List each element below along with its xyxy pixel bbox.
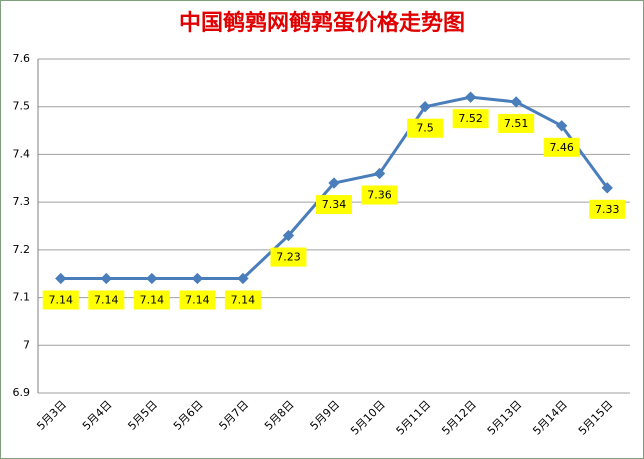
point [601,182,613,194]
data-label-bg [270,247,307,267]
data-label: 7.14 [224,290,261,310]
point [191,272,204,285]
point [373,167,386,180]
data-label-bg [361,185,398,205]
data-label-text: 7.14 [94,293,119,306]
y-tick-label: 7.5 [13,100,31,113]
point [55,272,67,285]
data-label: 7.52 [452,109,489,129]
data-label: 7.23 [270,247,307,267]
data-label-bg [589,199,626,219]
data-label-text: 7.51 [504,117,529,130]
data-label: 7.14 [42,290,79,310]
data-label-text: 7.52 [458,112,483,125]
data-label-text: 7.14 [140,293,165,306]
data-label-text: 7.14 [231,293,256,306]
data-label-bg [543,137,580,157]
data-label-text: 7.14 [49,293,74,306]
data-label-bg [452,109,489,129]
data-label-bg [224,290,261,310]
y-tick-label: 7.3 [13,195,31,208]
data-label-text: 7.23 [276,251,301,264]
data-label-bg [42,290,79,310]
data-label: 7.51 [498,113,535,133]
data-label-text: 7.46 [549,141,574,154]
y-tick-label: 7.4 [13,147,31,160]
data-label-bg [179,290,216,310]
data-label: 7.5 [407,118,444,138]
y-tick-label: 7.2 [13,243,31,256]
data-label: 7.14 [133,290,170,310]
point [282,229,295,242]
data-label-text: 7.14 [185,293,210,306]
y-tick-label: 7.1 [13,291,31,304]
data-label-text: 7.36 [367,189,392,202]
data-label: 7.36 [361,185,398,205]
data-label: 7.14 [179,290,216,310]
y-tick-label: 7 [23,338,30,351]
point [328,177,340,189]
data-label-bg [316,195,352,215]
data-label-bg [133,290,170,310]
data-label-text: 7.34 [322,198,347,211]
data-label-bg [88,290,125,310]
data-label: 7.46 [543,137,580,157]
data-label: 7.33 [589,199,626,219]
data-label: 7.34 [316,195,352,215]
data-label-text: 7.5 [416,122,434,135]
chart-title: 中国鹌鹑网鹌鹑蛋价格走势图 [179,10,465,36]
data-label-bg [498,113,535,133]
y-tick-label: 6.9 [13,386,31,399]
point [237,272,249,285]
data-label-bg [407,118,444,138]
data-label: 7.14 [88,290,125,310]
y-tick-label: 7.6 [13,52,31,65]
point [146,272,158,285]
data-label-text: 7.33 [595,203,620,216]
